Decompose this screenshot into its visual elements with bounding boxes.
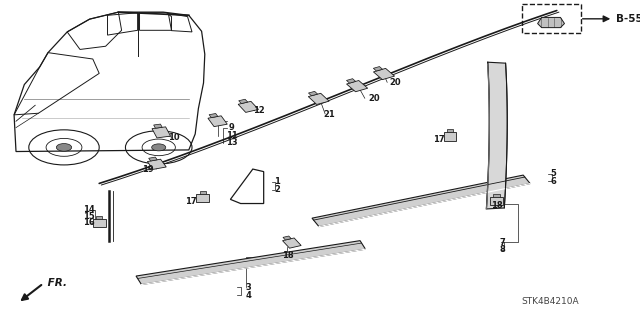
Text: 9: 9 [229,123,234,132]
Polygon shape [208,116,227,127]
Polygon shape [312,175,530,226]
Polygon shape [152,127,171,138]
Polygon shape [493,194,500,197]
Text: 5: 5 [550,169,556,178]
Text: 20: 20 [389,78,401,87]
Text: 8: 8 [500,245,505,254]
Polygon shape [308,93,329,105]
Text: 18: 18 [282,251,294,260]
Polygon shape [147,159,166,169]
Polygon shape [154,124,162,128]
Polygon shape [373,68,395,80]
Polygon shape [346,80,368,92]
Text: 15: 15 [83,212,95,221]
Text: 10: 10 [168,133,180,142]
Polygon shape [196,194,209,202]
Text: 7: 7 [500,238,505,247]
Polygon shape [444,132,456,141]
Text: 2: 2 [274,185,280,194]
Polygon shape [136,241,365,285]
Polygon shape [490,197,503,205]
Polygon shape [283,236,291,240]
Text: 19: 19 [142,165,154,174]
Polygon shape [93,219,106,227]
Polygon shape [200,191,206,194]
Polygon shape [538,18,564,28]
Text: 20: 20 [368,94,380,103]
Polygon shape [447,130,453,132]
Text: STK4B4210A: STK4B4210A [522,297,579,306]
Text: 16: 16 [83,218,95,227]
Polygon shape [486,62,508,209]
Text: 21: 21 [323,110,335,119]
Polygon shape [346,79,356,83]
Circle shape [56,144,72,151]
Text: 1: 1 [274,177,280,186]
Text: 17: 17 [433,135,445,144]
Polygon shape [238,101,259,112]
Text: 3: 3 [246,283,251,292]
Text: 13: 13 [226,138,237,147]
Polygon shape [148,157,157,161]
Polygon shape [282,238,301,248]
Text: 18: 18 [491,201,502,210]
Text: 6: 6 [550,177,556,186]
Text: 12: 12 [253,106,264,115]
Polygon shape [373,67,383,71]
Text: 11: 11 [226,131,237,140]
Polygon shape [239,99,248,104]
Text: 4: 4 [245,291,252,300]
Polygon shape [96,216,102,219]
Text: 17: 17 [186,197,197,206]
Polygon shape [308,91,317,96]
Text: FR.: FR. [44,278,67,288]
Circle shape [152,144,166,151]
Text: 14: 14 [83,205,95,214]
Polygon shape [209,114,218,118]
Text: B-55: B-55 [616,14,640,24]
